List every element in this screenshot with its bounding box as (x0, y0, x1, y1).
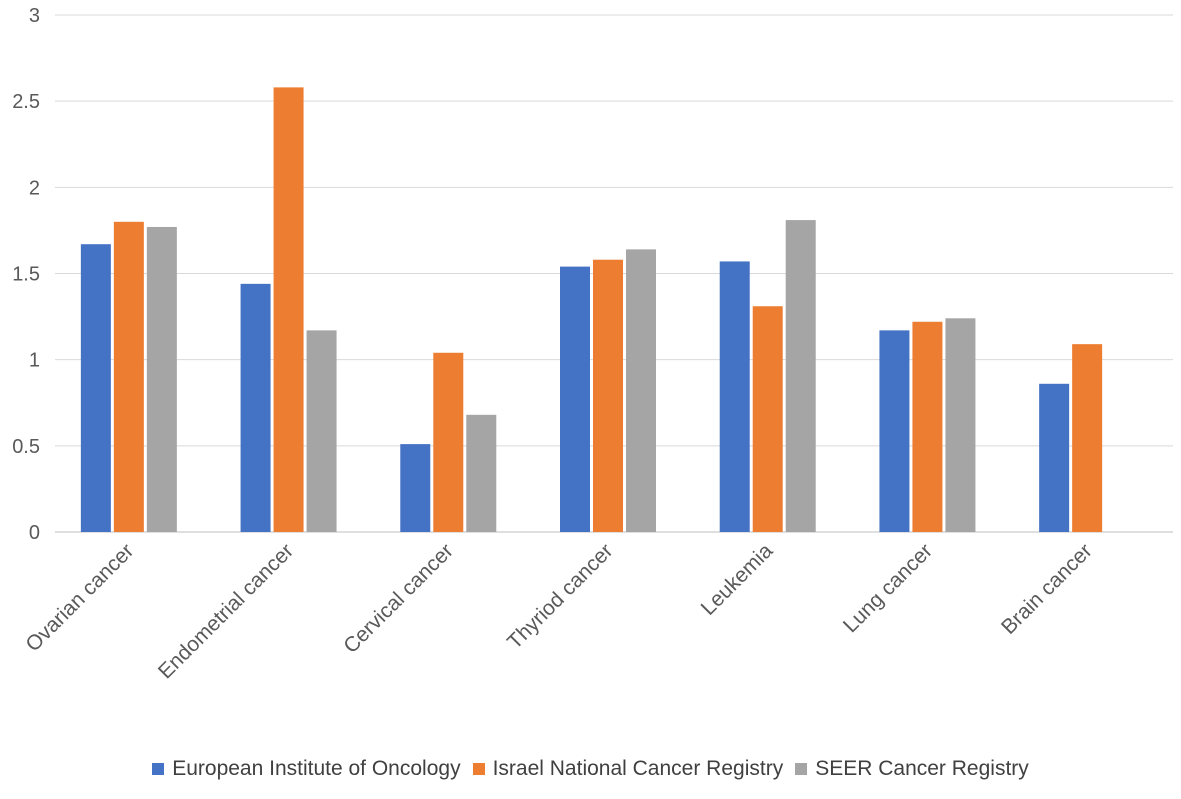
bar (752, 306, 783, 532)
y-axis-ticks: 0 0.5 1 1.5 2 2.5 3 (12, 5, 40, 544)
y-tick-label: 1 (29, 350, 40, 372)
bars (80, 87, 1103, 533)
bar (400, 444, 431, 532)
legend-label: SEER Cancer Registry (815, 757, 1029, 780)
legend: European Institute of Oncology Israel Na… (0, 757, 1181, 781)
bar (240, 283, 271, 532)
bar (785, 220, 816, 532)
x-tick-label: Leukemia (697, 539, 778, 620)
y-tick-label: 3 (29, 5, 40, 27)
legend-swatch-blue (152, 763, 165, 775)
x-tick-label: Brain cancer (997, 539, 1097, 639)
legend-swatch-gray (795, 763, 808, 775)
bar (879, 330, 910, 532)
legend-label: Israel National Cancer Registry (492, 757, 784, 780)
x-tick-label: Ovarian cancer (21, 539, 138, 656)
bar (626, 249, 656, 532)
bar (560, 266, 590, 532)
legend-label: European Institute of Oncology (172, 757, 461, 780)
x-tick-label: Cervical cancer (339, 539, 458, 658)
legend-swatch-orange (472, 763, 485, 775)
y-tick-label: 1.5 (12, 264, 40, 286)
bar (466, 414, 497, 532)
legend-item-european-institute: European Institute of Oncology (152, 757, 461, 781)
x-tick-label: Endometrial cancer (154, 539, 298, 683)
bar (593, 259, 623, 532)
y-tick-label: 2.5 (12, 91, 40, 113)
bar (912, 321, 943, 532)
bar (1072, 344, 1103, 532)
x-tick-label: Thyriod cancer (503, 539, 617, 653)
y-tick-label: 0 (29, 522, 40, 544)
legend-item-seer-registry: SEER Cancer Registry (795, 757, 1029, 781)
bar (146, 226, 177, 532)
bar (1039, 383, 1070, 532)
bar (306, 330, 337, 532)
bar (719, 261, 750, 532)
bar (433, 352, 464, 532)
x-axis-labels: Ovarian cancer Endometrial cancer Cervical… (21, 539, 1096, 683)
y-tick-label: 0.5 (12, 436, 40, 458)
bar (80, 244, 111, 532)
bar (273, 87, 304, 532)
legend-item-israel-registry: Israel National Cancer Registry (472, 757, 784, 781)
bar (113, 221, 144, 533)
y-tick-label: 2 (29, 177, 40, 199)
bar (945, 318, 976, 532)
x-tick-label: Lung cancer (839, 539, 937, 637)
